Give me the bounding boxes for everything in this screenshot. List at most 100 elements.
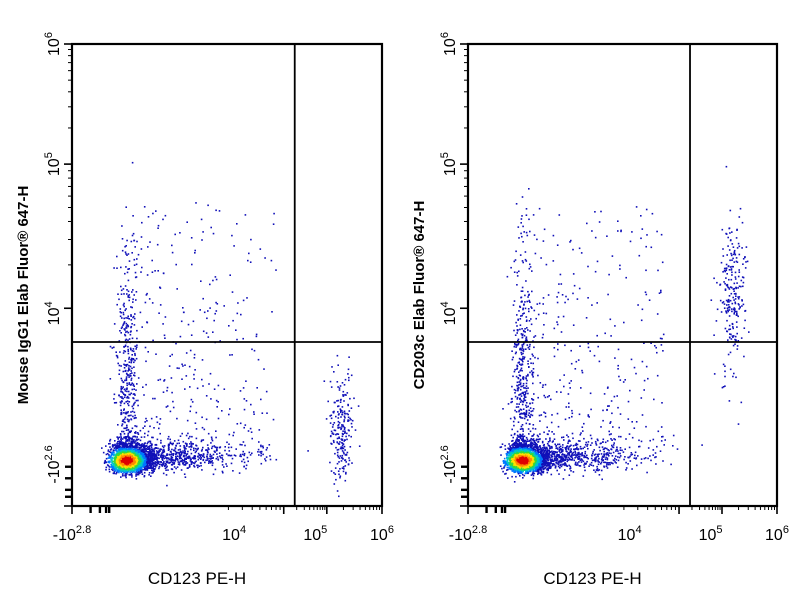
data-point xyxy=(182,450,184,452)
data-point xyxy=(125,401,127,403)
data-point xyxy=(548,454,551,456)
data-point xyxy=(207,447,209,449)
data-point xyxy=(229,454,232,457)
data-point xyxy=(529,371,531,374)
data-point xyxy=(125,457,127,460)
data-point xyxy=(655,346,657,349)
data-point xyxy=(531,402,534,404)
data-point xyxy=(187,323,190,326)
data-point xyxy=(128,436,130,439)
data-point xyxy=(525,260,528,262)
data-point xyxy=(643,379,646,382)
data-point xyxy=(645,425,647,428)
data-point xyxy=(134,465,136,468)
data-point xyxy=(159,304,162,306)
data-point xyxy=(124,448,126,450)
data-point xyxy=(640,397,643,399)
data-point xyxy=(133,440,135,443)
data-point xyxy=(550,398,552,401)
data-point xyxy=(348,410,351,412)
data-point xyxy=(233,454,236,456)
data-point xyxy=(523,435,526,438)
data-point xyxy=(113,468,116,471)
data-point xyxy=(195,411,198,414)
data-point xyxy=(135,276,138,278)
data-point xyxy=(109,457,111,459)
data-point xyxy=(656,230,658,233)
data-point xyxy=(244,214,247,216)
data-point xyxy=(183,449,186,452)
data-point xyxy=(121,420,124,422)
data-point xyxy=(190,441,192,443)
data-point xyxy=(233,431,235,434)
data-point xyxy=(116,267,118,269)
data-point xyxy=(157,462,160,465)
data-point xyxy=(526,319,528,322)
data-point xyxy=(542,312,545,314)
data-point xyxy=(215,278,218,281)
data-point xyxy=(534,428,537,430)
data-point xyxy=(633,427,636,429)
data-point xyxy=(513,444,516,447)
data-point xyxy=(660,426,663,428)
data-point xyxy=(135,460,138,462)
data-point xyxy=(137,438,140,441)
data-point xyxy=(130,472,133,475)
data-point xyxy=(183,473,186,475)
data-point xyxy=(108,454,110,456)
data-point xyxy=(129,464,131,467)
data-point xyxy=(146,468,149,470)
data-point xyxy=(641,228,644,230)
data-point xyxy=(124,333,126,336)
data-point xyxy=(511,400,513,403)
data-point xyxy=(124,251,127,253)
data-point xyxy=(339,455,342,457)
data-point xyxy=(193,465,195,467)
data-point xyxy=(561,294,564,296)
data-point xyxy=(640,319,643,322)
data-point xyxy=(121,451,124,453)
data-point xyxy=(518,374,521,376)
data-point xyxy=(131,460,134,462)
data-point xyxy=(148,463,151,466)
data-point xyxy=(120,436,122,438)
data-point xyxy=(207,432,210,435)
data-point xyxy=(136,464,139,467)
data-point xyxy=(157,270,159,272)
data-point xyxy=(152,457,155,459)
data-point xyxy=(585,317,588,319)
data-point xyxy=(149,450,152,452)
data-point xyxy=(108,455,111,458)
data-point xyxy=(333,371,335,373)
data-point xyxy=(125,206,127,208)
data-point xyxy=(606,409,608,411)
data-point xyxy=(145,294,148,296)
data-point xyxy=(141,266,143,269)
data-point xyxy=(135,464,137,467)
data-point xyxy=(589,392,592,395)
data-point xyxy=(530,441,533,443)
data-point xyxy=(189,435,191,438)
data-point xyxy=(135,440,137,442)
data-point xyxy=(148,450,151,453)
data-point xyxy=(531,398,533,400)
data-point xyxy=(618,375,620,378)
data-point xyxy=(201,469,203,471)
data-point xyxy=(260,454,262,457)
data-point xyxy=(108,466,111,468)
data-point xyxy=(120,388,123,391)
data-point xyxy=(341,456,343,459)
data-point xyxy=(138,451,141,454)
data-point xyxy=(525,231,528,234)
data-point xyxy=(202,455,204,458)
data-point xyxy=(197,466,199,469)
data-point xyxy=(516,364,518,367)
data-point xyxy=(129,463,131,466)
data-point xyxy=(205,449,208,451)
data-point xyxy=(189,349,192,352)
data-point xyxy=(129,333,132,336)
data-point xyxy=(119,433,122,435)
data-point xyxy=(129,393,131,396)
data-point xyxy=(143,446,145,449)
